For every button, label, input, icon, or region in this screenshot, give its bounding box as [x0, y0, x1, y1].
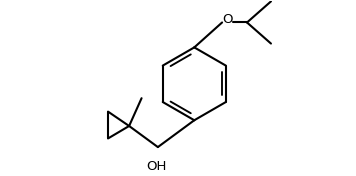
- Text: OH: OH: [146, 159, 166, 172]
- Text: O: O: [222, 13, 233, 26]
